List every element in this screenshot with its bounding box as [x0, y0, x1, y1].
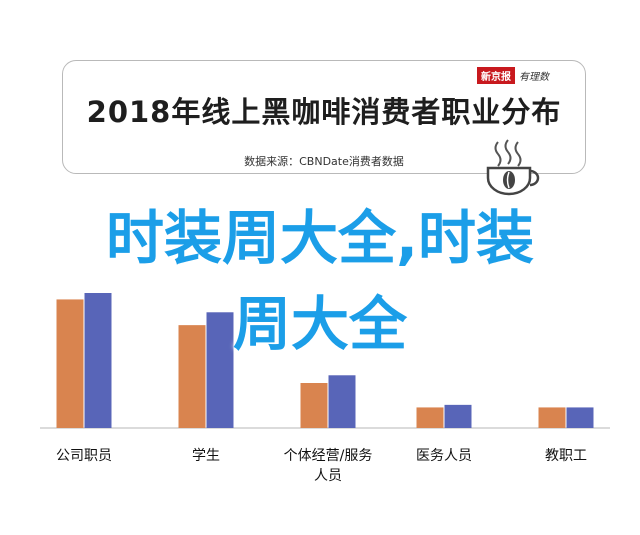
- chart-title: 2018年线上黑咖啡消费者职业分布: [86, 95, 562, 129]
- bar-a-3: [416, 407, 444, 428]
- category-label-4: 教职工: [545, 448, 587, 464]
- brand-name: 新京报: [477, 66, 515, 84]
- coffee-cup-icon: [486, 139, 540, 196]
- bar-a-4: [538, 407, 566, 428]
- overlay-text-line1: 时装周大全,时装: [105, 204, 535, 272]
- category-label-0: 公司职员: [56, 448, 112, 464]
- brand-logo: 新京报 有理数: [477, 66, 549, 84]
- bar-b-3: [444, 404, 472, 428]
- bar-b-4: [566, 407, 594, 428]
- bar-b-2: [328, 375, 356, 428]
- category-label-2: 个体经营/服务 人员: [283, 448, 373, 484]
- bar-a-0: [56, 299, 84, 428]
- bar-a-2: [300, 383, 328, 428]
- header-panel: 新京报 有理数 2018年线上黑咖啡消费者职业分布 数据来源：CBNDate消费…: [62, 60, 586, 174]
- bar-a-1: [178, 325, 206, 428]
- brand-subname: 有理数: [519, 71, 549, 83]
- bar-b-0: [84, 293, 112, 428]
- category-label-3: 医务人员: [416, 448, 472, 464]
- category-label-1: 学生: [192, 448, 220, 464]
- bar-b-1: [206, 312, 234, 428]
- data-source: 数据来源：CBNDate消费者数据: [244, 155, 404, 168]
- overlay-text-line2: 周大全: [232, 290, 407, 358]
